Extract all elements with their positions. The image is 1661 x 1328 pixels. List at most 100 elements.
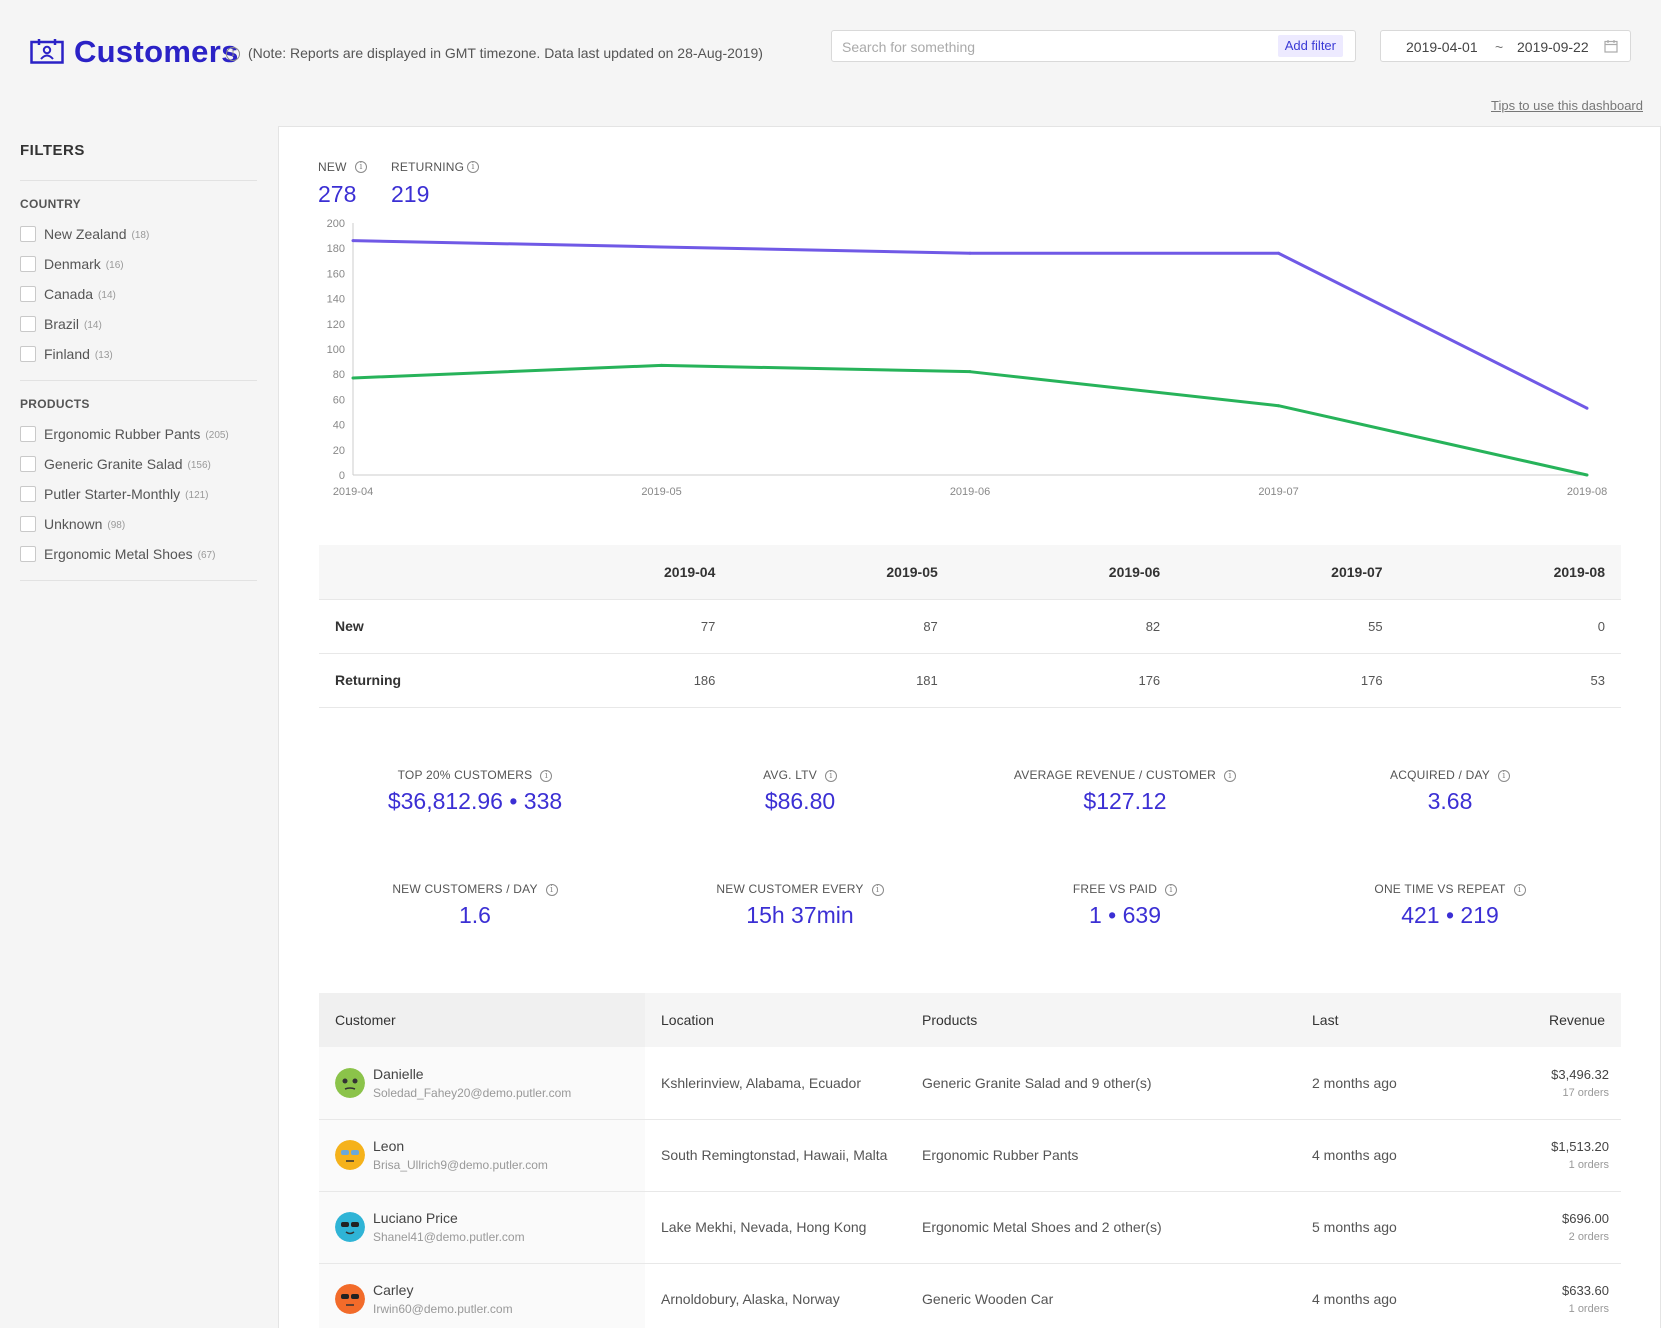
info-icon[interactable]: i	[1224, 769, 1237, 782]
kpi-value: $36,812.96 • 338	[387, 788, 563, 814]
checkbox[interactable]	[20, 316, 36, 332]
product-count: (156)	[187, 460, 211, 471]
avatar	[335, 1284, 365, 1314]
main-panel: NEW i RETURNING i 278 219 0 20 40 60 80 100 12…	[278, 126, 1661, 1328]
customer-name[interactable]: Leon	[373, 1138, 405, 1154]
product-filter-item[interactable]: Ergonomic Rubber Pants (205)	[20, 424, 229, 444]
revenue-amount: $696.00	[1562, 1211, 1609, 1226]
kpi-value: 421 • 219	[1401, 902, 1499, 928]
y-tick-label: 160	[327, 268, 345, 280]
data-point-returning	[660, 245, 663, 249]
date-end[interactable]: 2019-09-22	[1517, 39, 1589, 55]
checkbox[interactable]	[20, 426, 36, 442]
kpi-value: 1 • 639	[1089, 902, 1161, 928]
table-cell: 82	[953, 598, 1177, 653]
customer-cell[interactable]: Leon Brisa_Ullrich9@demo.putler.com	[319, 1119, 645, 1192]
country-filter-item[interactable]: Brazil (14)	[20, 314, 102, 334]
table-row[interactable]: Leon Brisa_Ullrich9@demo.putler.com Sout…	[319, 1119, 1621, 1192]
country-label: Canada	[44, 286, 94, 302]
kpi-free-vs-paid: FREE VS PAID i 1 • 639	[960, 882, 1290, 929]
checkbox[interactable]	[20, 226, 36, 242]
customer-column-header[interactable]: Customer	[319, 993, 645, 1047]
checkbox[interactable]	[20, 346, 36, 362]
revenue-column-header[interactable]: Revenue	[1476, 993, 1621, 1047]
customer-cell[interactable]: Carley Irwin60@demo.putler.com	[319, 1263, 645, 1328]
date-start[interactable]: 2019-04-01	[1406, 39, 1478, 55]
kpi-value: 15h 37min	[746, 902, 854, 928]
calendar-icon[interactable]	[1604, 39, 1618, 53]
kpi-new-per-day: NEW CUSTOMERS / DAY i 1.6	[310, 882, 640, 929]
info-icon[interactable]: i	[355, 161, 367, 173]
kpi-label: AVERAGE REVENUE / CUSTOMER i	[960, 768, 1290, 782]
column-header: 2019-04	[509, 545, 732, 599]
kpi-label: TOP 20% CUSTOMERS i	[310, 768, 640, 782]
products-column-header[interactable]: Products	[906, 993, 1296, 1047]
page-title: Customers	[74, 34, 239, 69]
checkbox[interactable]	[20, 286, 36, 302]
table-header-row: 2019-04 2019-05 2019-06 2019-07 2019-08	[319, 545, 1621, 599]
product-count: (121)	[185, 490, 209, 501]
product-filter-item[interactable]: Generic Granite Salad (156)	[20, 454, 211, 474]
search-input[interactable]	[842, 37, 1262, 57]
table-cell: 53	[1398, 652, 1621, 708]
tips-link[interactable]: Tips to use this dashboard	[1491, 98, 1643, 113]
product-label: Ergonomic Metal Shoes	[44, 546, 193, 562]
info-icon[interactable]: i	[467, 161, 479, 173]
checkbox[interactable]	[20, 256, 36, 272]
customer-name[interactable]: Carley	[373, 1282, 414, 1298]
location-column-header[interactable]: Location	[645, 993, 906, 1047]
kpi-label: ACQUIRED / DAY i	[1285, 768, 1615, 782]
country-filter-item[interactable]: New Zealand (18)	[20, 224, 149, 244]
products-cell: Ergonomic Metal Shoes and 2 other(s)	[906, 1191, 1296, 1264]
search-box: Add filter	[831, 30, 1356, 62]
last-cell: 5 months ago	[1296, 1191, 1476, 1264]
kpi-value: $86.80	[764, 788, 836, 814]
customer-name[interactable]: Danielle	[373, 1065, 424, 1082]
kpi-acquired-per-day: ACQUIRED / DAY i 3.68	[1285, 768, 1615, 815]
table-cell: 176	[953, 652, 1177, 708]
add-filter-button[interactable]: Add filter	[1277, 35, 1343, 57]
customer-cell[interactable]: Luciano Price Shanel41@demo.putler.com	[319, 1191, 645, 1264]
info-icon[interactable]: i	[1513, 883, 1526, 896]
checkbox[interactable]	[20, 486, 36, 502]
checkbox[interactable]	[20, 456, 36, 472]
kpi-label: FREE VS PAID i	[960, 882, 1290, 896]
product-filter-item[interactable]: Unknown (98)	[20, 514, 125, 534]
table-row[interactable]: Carley Irwin60@demo.putler.com Arnoldobu…	[319, 1263, 1621, 1328]
divider	[20, 380, 257, 381]
info-icon[interactable]: i	[1497, 769, 1510, 782]
table-row[interactable]: Danielle Soledad_Fahey20@demo.putler.com…	[319, 1047, 1621, 1120]
revenue-cell: $3,496.32 17 orders	[1476, 1047, 1621, 1120]
last-cell: 2 months ago	[1296, 1047, 1476, 1120]
kpi-value: 1.6	[459, 902, 491, 928]
info-icon[interactable]: i	[226, 47, 240, 61]
divider	[20, 180, 257, 181]
customer-email: Soledad_Fahey20@demo.putler.com	[373, 1085, 572, 1100]
info-icon[interactable]: i	[871, 883, 884, 896]
info-icon[interactable]: i	[545, 883, 558, 896]
data-point-returning	[1585, 406, 1589, 410]
info-icon[interactable]: i	[824, 769, 837, 782]
products-cell: Generic Wooden Car	[906, 1263, 1296, 1328]
info-icon[interactable]: i	[540, 769, 553, 782]
last-column-header[interactable]: Last	[1296, 993, 1476, 1047]
timezone-note: (Note: Reports are displayed in GMT time…	[248, 45, 763, 61]
checkbox[interactable]	[20, 516, 36, 532]
date-range-picker[interactable]: 2019-04-01 ~ 2019-09-22	[1380, 30, 1631, 62]
country-count: (14)	[98, 290, 116, 301]
product-filter-item[interactable]: Putler Starter-Monthly (121)	[20, 484, 209, 504]
table-row[interactable]: Luciano Price Shanel41@demo.putler.com L…	[319, 1191, 1621, 1264]
country-filter-item[interactable]: Finland (13)	[20, 344, 113, 364]
country-filter-item[interactable]: Denmark (16)	[20, 254, 124, 274]
checkbox[interactable]	[20, 546, 36, 562]
customer-cell[interactable]: Danielle Soledad_Fahey20@demo.putler.com	[319, 1047, 645, 1120]
y-tick-label: 40	[333, 420, 345, 432]
country-count: (18)	[131, 230, 150, 241]
data-point-new	[1585, 473, 1589, 477]
customer-name[interactable]: Luciano Price	[373, 1210, 458, 1226]
info-icon[interactable]: i	[1165, 883, 1178, 896]
country-filter-item[interactable]: Canada (14)	[20, 284, 116, 304]
product-filter-item[interactable]: Ergonomic Metal Shoes (67)	[20, 544, 215, 564]
x-tick-label: 2019-07	[1258, 486, 1298, 498]
empty-header	[319, 545, 509, 599]
